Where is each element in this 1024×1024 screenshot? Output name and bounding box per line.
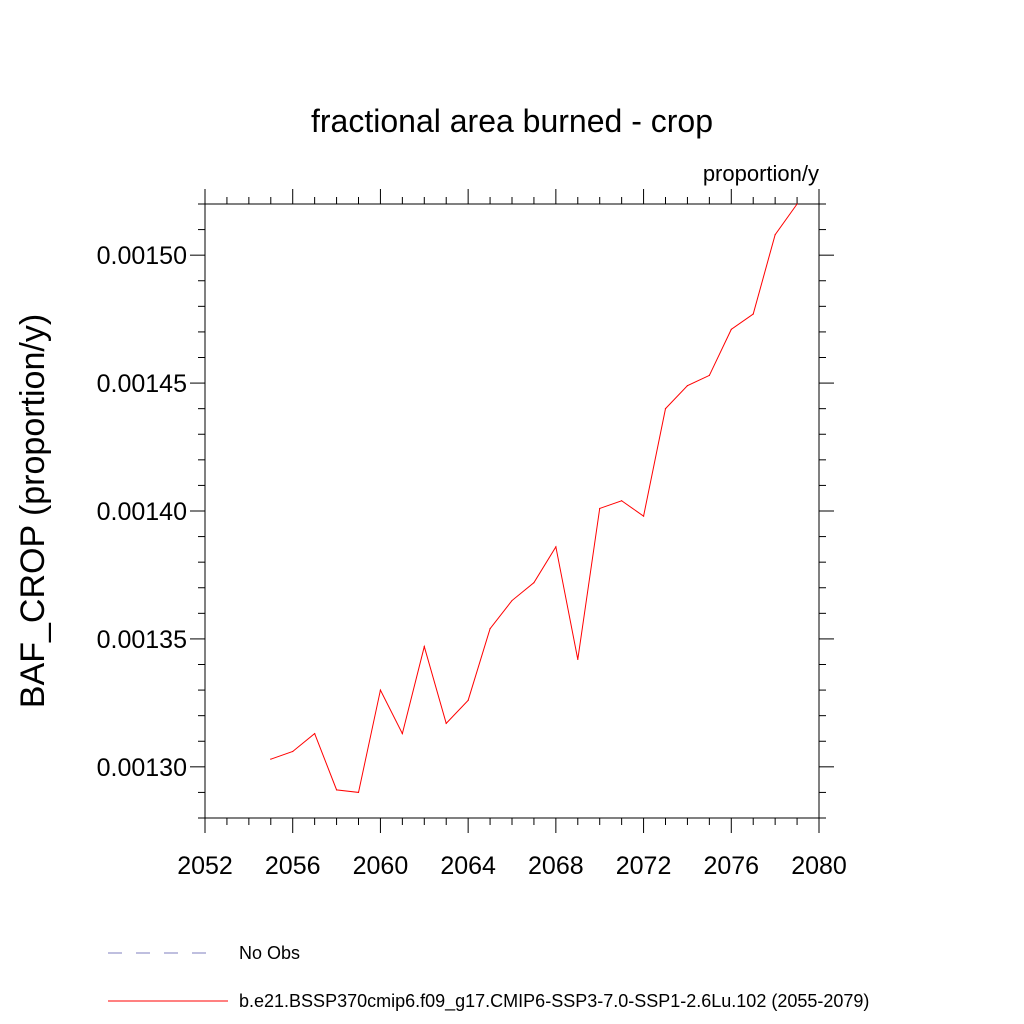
y-axis-label: BAF_CROP (proportion/y) <box>14 314 52 708</box>
data-point <box>730 328 732 330</box>
data-point <box>401 732 403 735</box>
data-point <box>533 582 535 584</box>
data-point <box>621 500 623 502</box>
data-point <box>664 408 667 410</box>
x-tick-labels: 2052 2056 2060 2064 2068 2072 2076 2080 <box>177 852 847 880</box>
x-tick-label: 2052 <box>177 852 233 880</box>
chart-title: fractional area burned - crop <box>311 103 713 139</box>
data-point <box>599 507 601 510</box>
data-point <box>292 750 294 753</box>
x-tick-label: 2056 <box>265 852 321 880</box>
chart-units: proportion/y <box>703 161 819 186</box>
y-tick-label: 0.00135 <box>97 626 187 654</box>
x-tick-label: 2076 <box>703 852 759 880</box>
data-point <box>335 789 338 791</box>
data-point <box>774 234 776 236</box>
y-tick-label: 0.00145 <box>97 370 187 398</box>
legend-label-no-obs: No Obs <box>239 943 300 963</box>
y-tick-label: 0.00140 <box>97 498 187 526</box>
series-line <box>270 203 798 793</box>
data-point <box>489 628 491 630</box>
data-point <box>642 515 645 517</box>
x-tick-label: 2072 <box>616 852 672 880</box>
legend-label-series: b.e21.BSSP370cmip6.f09_g17.CMIP6-SSP3-7.… <box>239 991 869 1012</box>
y-tick-labels: 0.00130 0.00135 0.00140 0.00145 0.00150 <box>97 242 187 782</box>
plot-frame <box>204 203 820 819</box>
data-point <box>555 546 557 548</box>
data-point <box>379 689 382 691</box>
x-tick-label: 2080 <box>791 852 847 880</box>
data-point <box>708 374 710 377</box>
data-point <box>796 203 798 205</box>
y-tick-label: 0.00150 <box>97 242 187 270</box>
data-point <box>357 791 360 794</box>
data-point <box>467 699 469 701</box>
data-point <box>270 758 272 760</box>
data-point <box>511 599 513 602</box>
data-point <box>752 313 754 315</box>
data-point <box>314 732 316 735</box>
x-tick-label: 2068 <box>528 852 584 880</box>
data-point <box>577 658 579 660</box>
legend: No Obs b.e21.BSSP370cmip6.f09_g17.CMIP6-… <box>108 943 869 1012</box>
x-tick-label: 2064 <box>440 852 496 880</box>
y-tick-label: 0.00130 <box>97 754 187 782</box>
data-point <box>423 645 425 648</box>
x-tick-label: 2060 <box>353 852 409 880</box>
data-series <box>270 203 798 794</box>
axis-ticks <box>190 189 834 833</box>
data-point <box>686 385 689 387</box>
data-point <box>445 722 447 724</box>
